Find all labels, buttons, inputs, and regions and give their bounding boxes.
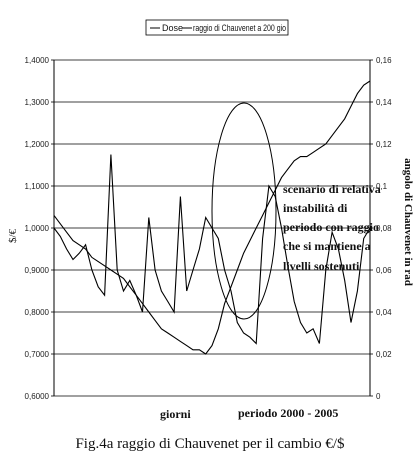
left-tick-label: 1,0000	[25, 224, 50, 233]
legend-entry-dose: Dose	[162, 23, 183, 33]
figure-caption: Fig.4a raggio di Chauvenet per il cambio…	[75, 436, 345, 452]
y-axis-left-title: $/€	[7, 228, 19, 243]
legend-entry-raggio: raggio di Chauvenet a 200 gio	[193, 23, 286, 33]
annotation-line-1: scenario di relativa	[283, 182, 381, 196]
annotation-line-3: periodo con raggio	[283, 220, 379, 234]
legend-box	[145, 19, 289, 36]
tick-labels: 0,6000 0,7000 0,8000 0,9000 1,0000 1,1000 1,20…	[25, 56, 393, 401]
right-tick-label: 0,14	[376, 98, 392, 107]
left-tick-label: 1,1000	[25, 182, 50, 191]
left-tick-label: 1,3000	[25, 98, 50, 107]
legend: Dose raggio di Chauvenet a 200 gio	[145, 19, 289, 36]
period-label: periodo 2000 - 2005	[238, 406, 338, 420]
annotation-line-4: che si mantiene a	[283, 239, 371, 253]
right-tick-label: 0,04	[376, 308, 392, 317]
right-tick-label: 0,16	[376, 56, 392, 65]
right-tick-label: 0,06	[376, 266, 392, 275]
left-tick-label: 0,6000	[25, 392, 50, 401]
annotation: scenario di relativa instabilità di peri…	[283, 182, 381, 273]
left-tick-label: 0,8000	[25, 308, 50, 317]
y-axis-right-title: angolo di Chauvenet in rad	[402, 158, 414, 286]
annotation-line-2: instabilità di	[283, 201, 348, 215]
right-tick-label: 0	[376, 392, 381, 401]
right-tick-label: 0,12	[376, 140, 392, 149]
x-axis-title: giorni	[160, 407, 191, 421]
left-tick-label: 1,4000	[25, 56, 50, 65]
left-tick-label: 0,9000	[25, 266, 50, 275]
left-tick-label: 1,2000	[25, 140, 50, 149]
right-tick-label: 0,1	[376, 182, 388, 191]
series-line-dose	[53, 80, 371, 355]
left-tick-label: 0,7000	[25, 350, 50, 359]
right-tick-label: 0,02	[376, 350, 392, 359]
annotation-line-5: livelli sostenuti	[283, 259, 360, 273]
right-tick-label: 0,08	[376, 224, 392, 233]
axes-layer	[51, 59, 373, 397]
highlight-ellipse	[211, 102, 277, 320]
